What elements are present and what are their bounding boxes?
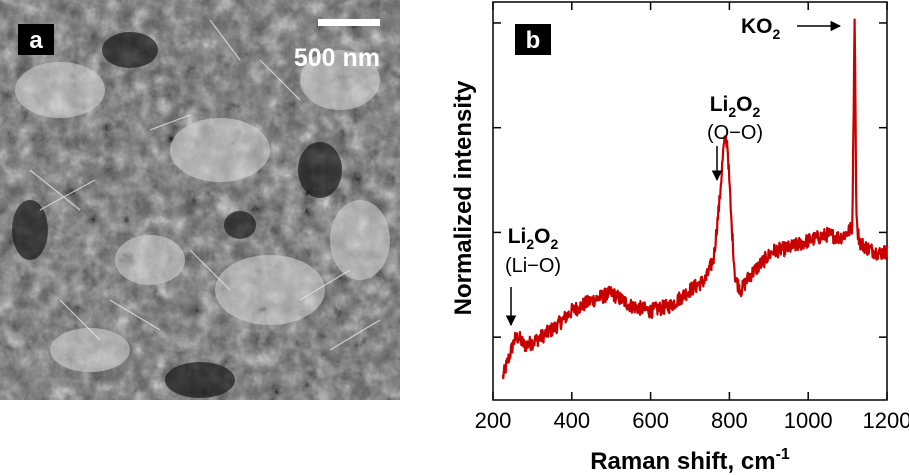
plot-frame	[492, 1, 888, 401]
x-tick-label-400: 400	[553, 408, 590, 433]
y-axis-label: Normalized intensity	[450, 80, 477, 315]
y-ticks	[493, 22, 887, 338]
x-tick-labels: 200 400 600 800 1000 1200	[475, 408, 909, 433]
panel-a-label: a	[29, 27, 43, 54]
x-tick-label-800: 800	[711, 408, 748, 433]
annotation-li2o2-lio-title: Li2O2	[508, 225, 559, 252]
panel-a-label-box	[18, 24, 54, 55]
panel-b-label-box	[515, 24, 551, 55]
x-tick-label-600: 600	[632, 408, 669, 433]
annotation-li2o2-oo: Li2O2 (O−O)	[707, 93, 763, 182]
x-tick-label-1000: 1000	[784, 408, 833, 433]
annotation-li2o2-lio: Li2O2 (Li−O)	[505, 225, 561, 327]
x-tick-label-200: 200	[475, 408, 512, 433]
panel-a: a 500 nm	[0, 0, 400, 400]
x-tick-label-1200: 1200	[863, 408, 909, 433]
series-layer	[501, 18, 888, 380]
sem-micrograph	[0, 0, 400, 400]
annotation-ko2: KO2	[741, 15, 842, 42]
panel-b-label: b	[526, 27, 541, 54]
x-axis-label: Raman shift, cm-1	[590, 446, 790, 475]
annotation-li2o2-oo-title: Li2O2	[710, 93, 761, 120]
scale-bar	[318, 19, 380, 26]
annotation-li2o2-lio-bond: (Li−O)	[505, 255, 561, 277]
annotation-ko2-text: KO2	[741, 15, 781, 42]
annotation-li2o2-oo-bond: (O−O)	[707, 122, 763, 144]
scale-bar-label: 500 nm	[294, 44, 380, 72]
series-line-raman	[501, 18, 888, 380]
x-ticks	[492, 2, 888, 400]
panel-b: 200 400 600 800 1000 1200 b Raman shift, cm-1…	[450, 1, 909, 475]
